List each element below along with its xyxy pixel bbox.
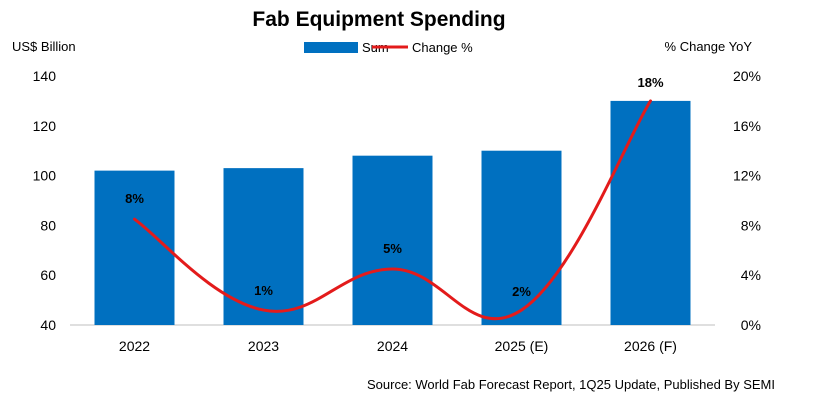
y-tick-label: 120 — [33, 118, 57, 134]
legend-label-change: Change % — [412, 40, 473, 55]
y-tick-label: 80 — [40, 217, 56, 233]
source-note: Source: World Fab Forecast Report, 1Q25 … — [367, 377, 775, 392]
legend-swatch-sum — [304, 42, 358, 53]
y2-tick-label: 4% — [741, 267, 761, 283]
y2-tick-label: 12% — [733, 168, 761, 184]
bar — [223, 168, 304, 325]
y2-tick-label: 16% — [733, 118, 761, 134]
data-label: 5% — [383, 241, 402, 256]
y-tick-label: 100 — [33, 168, 57, 184]
y-tick-label: 60 — [40, 267, 56, 283]
bar — [352, 155, 433, 325]
y2-tick-label: 20% — [733, 68, 761, 84]
x-tick-label: 2024 — [377, 338, 408, 354]
x-tick-label: 2022 — [119, 338, 150, 354]
bar — [481, 150, 562, 325]
data-label: 1% — [254, 283, 273, 298]
x-tick-label: 2026 (F) — [624, 338, 677, 354]
y2-axis-label: % Change YoY — [665, 39, 753, 54]
x-tick-label: 2023 — [248, 338, 279, 354]
data-labels: 8% 1% 5% 2% 18% — [125, 75, 664, 299]
bar — [610, 100, 691, 326]
change-line — [133, 99, 652, 321]
y-axis-label: US$ Billion — [12, 39, 76, 54]
bars — [94, 100, 691, 326]
chart-title: Fab Equipment Spending — [252, 8, 505, 31]
data-label: 18% — [637, 75, 663, 90]
data-label: 8% — [125, 191, 144, 206]
y-tick-label: 140 — [33, 68, 57, 84]
bar — [94, 170, 175, 325]
y2-tick-label: 0% — [741, 317, 761, 333]
y-tick-label: 40 — [40, 317, 56, 333]
line-series — [133, 99, 652, 321]
axes: 40 60 80 100 120 140 0% 4% 8% 12% 16% 20% 2022 2023 20… — [33, 68, 761, 354]
legend: Sum Change % — [304, 40, 473, 55]
data-label: 2% — [512, 284, 531, 299]
x-tick-label: 2025 (E) — [495, 338, 549, 354]
y2-tick-label: 8% — [741, 217, 761, 233]
